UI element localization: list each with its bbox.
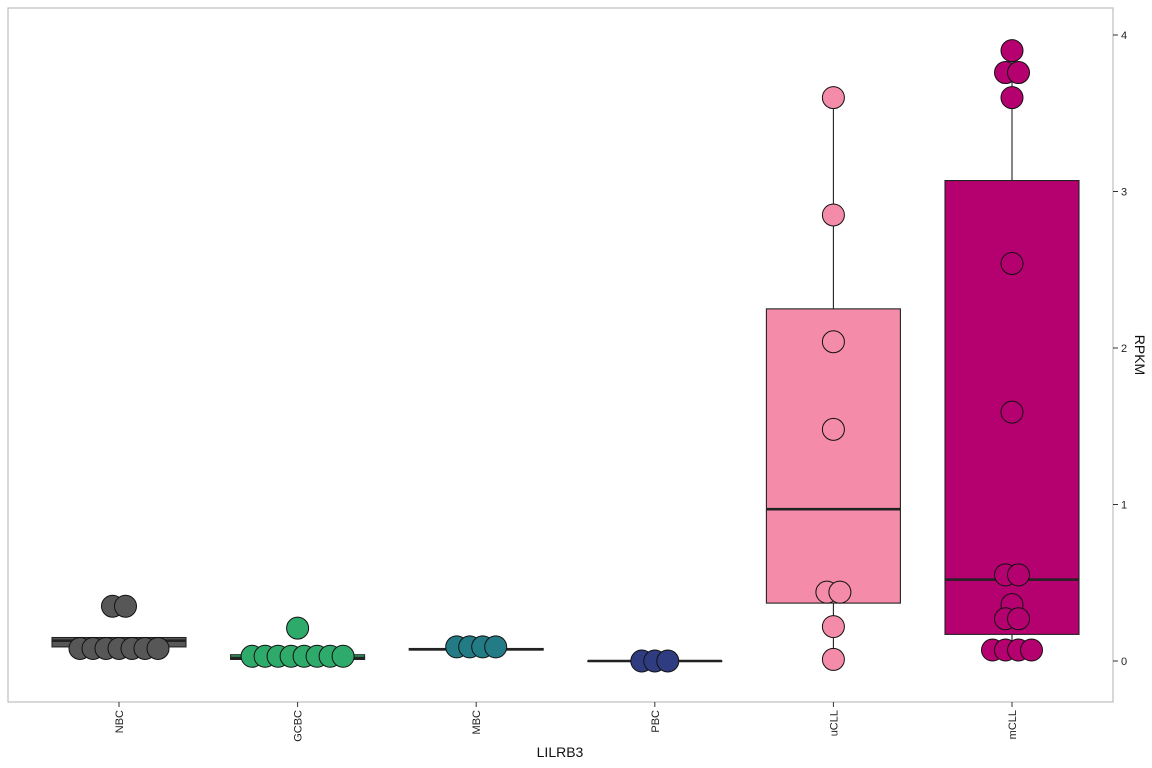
x-tick-label: NBC [114,710,126,733]
data-point-mcll [1020,638,1043,662]
data-point-mcll [1007,563,1030,587]
data-point-ucll [821,615,845,639]
y-axis-title: RPKM [1132,335,1148,375]
data-point-mcll [1000,400,1024,424]
x-tick-label: GCBC [293,710,305,742]
data-point-ucll [821,330,845,354]
data-point-ucll [821,417,845,441]
panel-border [7,7,1114,703]
x-tick-label: uCLL [828,710,840,736]
y-tick-label: 2 [1121,343,1127,355]
data-point-ucll [821,647,845,671]
data-point-gcbc [331,644,355,668]
data-point-nbc [146,636,170,660]
boxes-layer [51,50,1080,663]
x-tick-label: MBC [471,710,483,735]
y-tick-label: 1 [1121,500,1127,512]
data-point-nbc [114,594,137,618]
data-point-mcll [1000,39,1024,63]
data-point-mbc [484,635,508,659]
points-layer [68,39,1043,673]
box-ucll [765,308,901,604]
x-axis-title: LILRB3 [537,744,584,760]
data-point-mcll [1000,251,1024,275]
data-point-mcll [1000,86,1024,110]
data-point-mcll [1007,61,1030,85]
data-point-mcll [1007,607,1030,631]
y-tick-label: 0 [1121,656,1127,668]
x-axis: NBC GCBC MBC PBC uCLL mCLL [114,702,1019,742]
y-tick-label: 3 [1121,187,1127,199]
data-point-ucll [828,580,852,604]
y-tick-label: 4 [1121,30,1127,42]
y-axis: 0 1 2 3 4 [1113,30,1127,668]
x-tick-label: PBC [650,710,662,733]
x-tick-label: mCLL [1007,710,1019,739]
data-point-ucll [821,86,845,110]
data-point-pbc [656,649,680,673]
data-point-ucll [821,203,845,227]
data-point-gcbc [286,616,310,640]
